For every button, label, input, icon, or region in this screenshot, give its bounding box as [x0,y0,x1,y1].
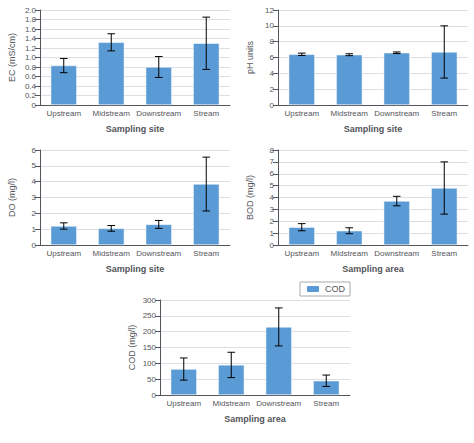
svg-text:8: 8 [270,37,275,46]
svg-text:Upstream: Upstream [284,249,319,258]
svg-text:250: 250 [143,311,157,320]
svg-text:5: 5 [32,161,37,170]
svg-text:Midstream: Midstream [331,249,369,258]
svg-text:Upstream: Upstream [46,249,81,258]
svg-text:200: 200 [143,327,157,336]
svg-text:pH units: pH units [245,40,255,74]
svg-text:Midstream: Midstream [331,109,369,118]
svg-text:1: 1 [32,225,37,234]
svg-text:Sampling site: Sampling site [106,124,165,134]
svg-text:Upstream: Upstream [46,109,81,118]
svg-text:Sampling area: Sampling area [342,264,405,274]
svg-text:Downstream: Downstream [136,249,181,258]
svg-text:1.0: 1.0 [25,53,37,62]
svg-text:0.8: 0.8 [25,63,37,72]
svg-text:100: 100 [143,359,157,368]
svg-text:Downstream: Downstream [136,109,181,118]
svg-text:8: 8 [270,146,275,155]
svg-text:0: 0 [270,101,275,110]
svg-text:1.4: 1.4 [25,34,37,43]
svg-text:Downstream: Downstream [256,399,301,408]
svg-text:4: 4 [270,193,275,202]
svg-text:Stream: Stream [431,249,457,258]
svg-text:4: 4 [32,177,37,186]
svg-text:BOD (mg/l): BOD (mg/l) [245,175,255,220]
svg-text:1.8: 1.8 [25,15,37,24]
svg-text:COD: COD [325,284,346,294]
svg-text:0.6: 0.6 [25,72,37,81]
svg-text:6: 6 [270,169,275,178]
svg-text:EC (mS/cm): EC (mS/cm) [7,33,17,82]
svg-text:Downstream: Downstream [374,109,419,118]
svg-text:50: 50 [147,375,156,384]
svg-text:Upstream: Upstream [284,109,319,118]
svg-text:150: 150 [143,343,157,352]
svg-text:Stream: Stream [313,399,339,408]
svg-text:0: 0 [32,241,37,250]
svg-text:2.0: 2.0 [25,6,37,15]
svg-text:10: 10 [265,21,274,30]
svg-text:Stream: Stream [193,249,219,258]
svg-text:6: 6 [270,53,275,62]
svg-text:300: 300 [143,296,157,305]
svg-text:Midstream: Midstream [213,399,251,408]
svg-text:0: 0 [152,391,157,400]
svg-text:7: 7 [270,157,275,166]
svg-text:0: 0 [270,241,275,250]
svg-text:1.2: 1.2 [25,44,37,53]
svg-text:0.4: 0.4 [25,82,37,91]
svg-text:2: 2 [270,85,275,94]
svg-text:Midstream: Midstream [93,109,131,118]
svg-text:1.6: 1.6 [25,25,37,34]
svg-text:6: 6 [32,146,37,155]
svg-text:2: 2 [32,209,37,218]
svg-text:Sampling site: Sampling site [106,264,165,274]
svg-text:0: 0 [32,101,37,110]
svg-text:Downstream: Downstream [374,249,419,258]
svg-text:3: 3 [32,193,37,202]
svg-text:12: 12 [265,6,274,15]
svg-text:Sampling site: Sampling site [344,124,403,134]
svg-text:0.2: 0.2 [25,91,37,100]
svg-text:2: 2 [270,217,275,226]
svg-text:Upstream: Upstream [166,399,201,408]
svg-text:4: 4 [270,69,275,78]
svg-text:Sampling area: Sampling area [224,414,287,424]
svg-text:5: 5 [270,181,275,190]
svg-text:COD (mg/l): COD (mg/l) [127,325,137,371]
svg-text:Stream: Stream [431,109,457,118]
svg-text:1: 1 [270,229,275,238]
svg-text:3: 3 [270,205,275,214]
svg-text:Stream: Stream [193,109,219,118]
svg-text:Midstream: Midstream [93,249,131,258]
svg-text:DO (mg/l): DO (mg/l) [7,178,17,217]
